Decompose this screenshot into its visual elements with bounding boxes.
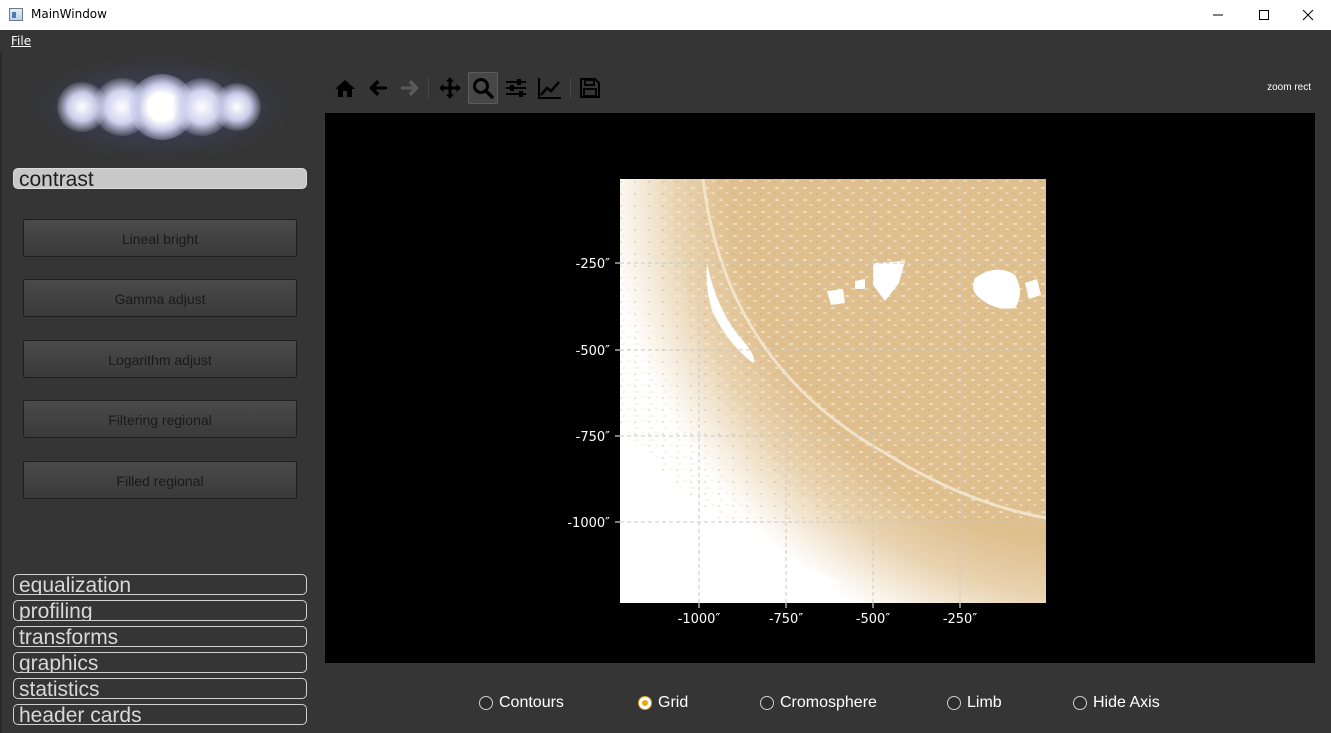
radio-indicator[interactable]	[947, 696, 961, 710]
limb-radio[interactable]: Limb	[947, 688, 1002, 718]
hide-axis-radio[interactable]: Hide Axis	[1073, 688, 1160, 718]
section-equalization[interactable]: equalization	[13, 574, 307, 595]
back-arrow-icon[interactable]	[363, 72, 393, 104]
radio-indicator[interactable]	[760, 696, 774, 710]
section-transforms[interactable]: transforms	[13, 626, 307, 647]
section-header-cards[interactable]: header cards	[13, 704, 307, 725]
zoom-magnifier-icon[interactable]	[468, 72, 498, 104]
toolbar-mode-label: zoom rect	[1267, 82, 1311, 93]
grid-radio[interactable]: Grid	[638, 688, 688, 718]
filled-regional-button[interactable]: Filled regional	[23, 461, 297, 499]
x-tick-label: -1000″	[678, 612, 721, 627]
y-tick-label: -750″	[576, 430, 611, 445]
toolbar-separator	[428, 78, 429, 98]
window-title: MainWindow	[31, 7, 107, 21]
plot-ticks	[615, 262, 961, 608]
plot-canvas[interactable]: -1000″ -750″ -500″ -250″ -250″ -500″ -75…	[325, 113, 1315, 663]
configure-subplots-icon[interactable]	[501, 72, 531, 104]
menu-file-label: File	[11, 34, 32, 48]
gamma-adjust-button[interactable]: Gamma adjust	[23, 279, 297, 317]
logarithm-adjust-button[interactable]: Logarithm adjust	[23, 340, 297, 378]
close-icon	[1302, 9, 1314, 21]
radio-label: Hide Axis	[1093, 694, 1160, 711]
app-logo	[27, 56, 293, 160]
pan-move-icon[interactable]	[435, 72, 465, 104]
x-tick-label: -750″	[769, 612, 804, 627]
app-window-icon	[9, 8, 23, 21]
section-graphics[interactable]: graphics	[13, 652, 307, 673]
radio-label: Limb	[967, 694, 1002, 711]
menu-bar: File	[0, 30, 1331, 52]
section-contrast[interactable]: contrast	[13, 168, 307, 189]
save-icon[interactable]	[575, 72, 605, 104]
maximize-icon	[1259, 10, 1269, 20]
minimize-icon	[1213, 14, 1223, 16]
y-tick-label: -500″	[576, 344, 611, 359]
lineal-bright-button[interactable]: Lineal bright	[23, 219, 297, 257]
y-tick-label: -250″	[576, 257, 611, 272]
x-tick-label: -500″	[856, 612, 891, 627]
solar-image-plot[interactable]: -1000″ -750″ -500″ -250″ -250″ -500″ -75…	[325, 113, 1315, 663]
contours-radio[interactable]: Contours	[479, 688, 564, 718]
home-icon[interactable]	[330, 72, 360, 104]
toolbar-separator	[570, 78, 571, 98]
radio-label: Grid	[658, 694, 689, 711]
section-profiling[interactable]: profiling	[13, 600, 307, 621]
window-left-edge	[0, 52, 2, 733]
filtering-regional-button[interactable]: Filtering regional	[23, 400, 297, 438]
radio-label: Contours	[499, 694, 564, 711]
plot-grid	[620, 179, 1046, 603]
maximize-button[interactable]	[1241, 0, 1287, 30]
title-bar: MainWindow	[0, 0, 1331, 30]
solar-image	[620, 179, 1046, 603]
minimize-button[interactable]	[1195, 0, 1241, 30]
menu-file[interactable]: File	[11, 34, 31, 48]
radio-indicator[interactable]	[1073, 696, 1087, 710]
radio-indicator[interactable]	[479, 696, 493, 710]
display-options-bar: Contours Grid Cromosphere Limb Hide Axis	[325, 688, 1315, 718]
forward-arrow-icon[interactable]	[395, 72, 425, 104]
edit-axis-icon[interactable]	[535, 72, 565, 104]
section-statistics[interactable]: statistics	[13, 678, 307, 699]
cromosphere-radio[interactable]: Cromosphere	[760, 688, 877, 718]
radio-indicator-checked[interactable]	[638, 696, 652, 710]
x-tick-label: -250″	[943, 612, 978, 627]
radio-label: Cromosphere	[780, 694, 877, 711]
y-tick-label: -1000″	[567, 516, 610, 531]
close-button[interactable]	[1285, 0, 1331, 30]
